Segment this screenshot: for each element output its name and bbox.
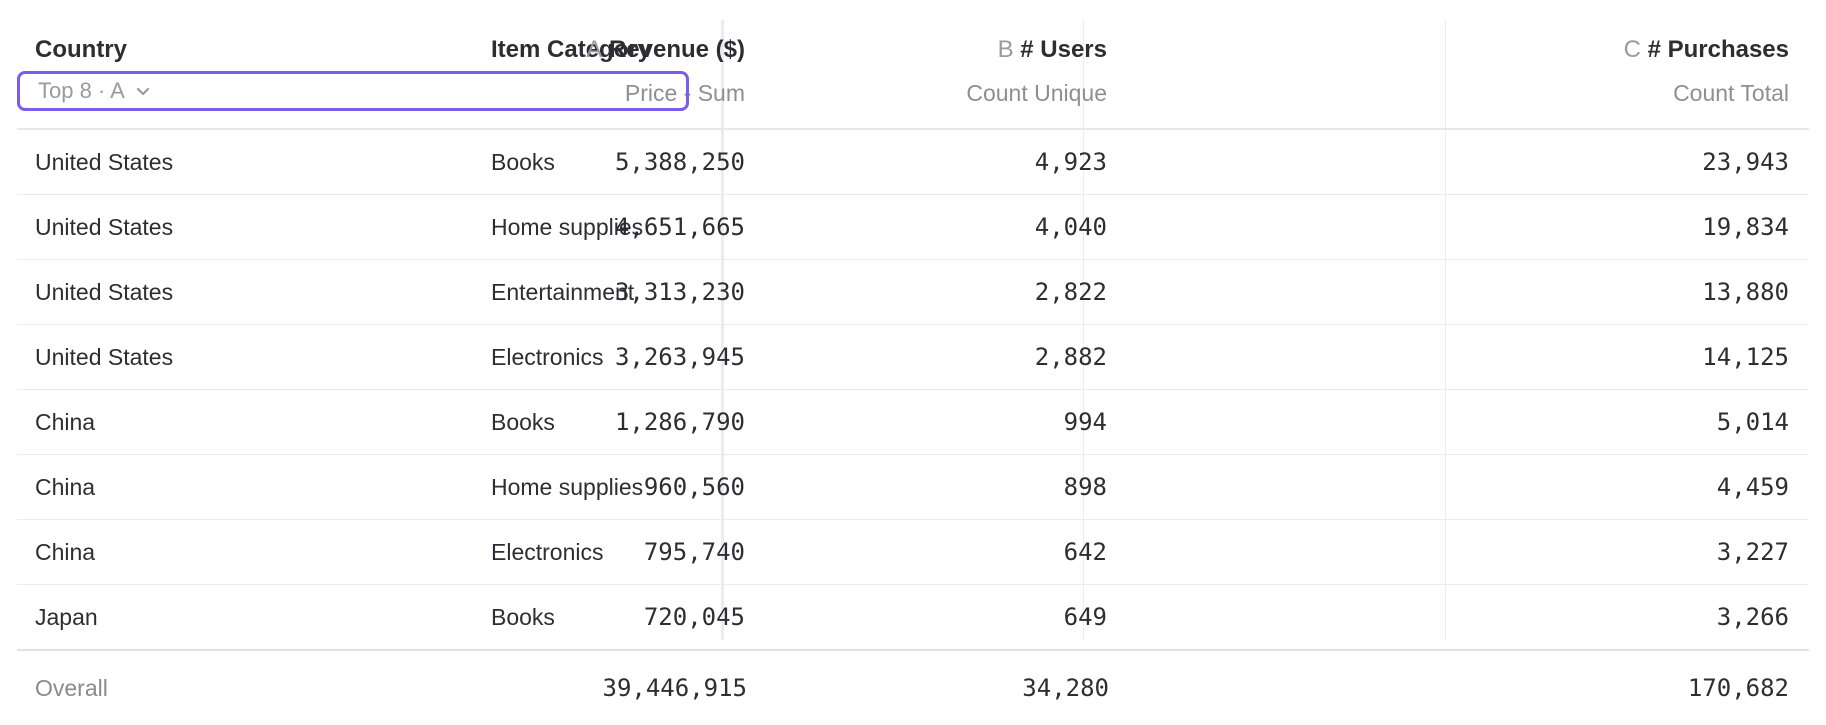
category-cell: Books [491, 409, 555, 435]
purchases-cell: 4,459 [1716, 473, 1789, 501]
column-subtitle-users: Count Unique [966, 80, 1107, 106]
table-row[interactable]: Japan Books 720,045 649 3,266 [17, 585, 1809, 649]
category-cell: Home supplies [491, 214, 644, 240]
country-cell: United States [35, 344, 174, 370]
column-letter: A [586, 36, 603, 63]
overall-purchases: 170,682 [1687, 674, 1789, 702]
overall-users: 34,280 [1022, 674, 1109, 702]
overall-revenue: 39,446,915 [602, 674, 748, 702]
footer-divider [17, 649, 1809, 651]
limit-selector[interactable]: Top 8 · A [17, 71, 689, 111]
limit-selector-label: Top 8 · A [38, 78, 125, 103]
column-header-label: # Users [1020, 36, 1107, 63]
column-header-item-category[interactable]: Item Category [491, 36, 651, 64]
table-row[interactable]: China Electronics 795,740 642 3,227 [17, 520, 1809, 585]
table-body: United States Books 5,388,250 4,923 23,9… [17, 130, 1809, 649]
country-cell: United States [35, 149, 174, 175]
purchases-cell: 13,880 [1702, 278, 1789, 306]
column-header-country[interactable]: Country [35, 36, 127, 64]
column-separator [1445, 20, 1446, 640]
revenue-cell: 960,560 [643, 473, 745, 501]
purchases-cell: 19,834 [1702, 213, 1789, 241]
chevron-down-icon [136, 87, 149, 96]
purchases-cell: 23,943 [1702, 148, 1789, 176]
table-row[interactable]: China Home supplies 960,560 898 4,459 [17, 455, 1809, 520]
category-cell: Home supplies [491, 474, 644, 500]
revenue-cell: 720,045 [643, 603, 745, 631]
country-cell: China [35, 409, 96, 435]
table-row[interactable]: China Books 1,286,790 994 5,014 [17, 390, 1809, 455]
table-row[interactable]: United States Entertainment 3,313,230 2,… [17, 260, 1809, 325]
category-cell: Books [491, 149, 555, 175]
country-cell: China [35, 539, 96, 565]
users-cell: 642 [1063, 538, 1107, 566]
users-cell: 994 [1063, 408, 1107, 436]
users-cell: 4,923 [1034, 148, 1107, 176]
users-cell: 649 [1063, 603, 1107, 631]
table-row[interactable]: United States Electronics 3,263,945 2,88… [17, 325, 1809, 390]
table-header: Country Item Category A Revenue ($) Pric… [17, 20, 1809, 130]
category-cell: Books [491, 604, 555, 630]
purchases-cell: 3,227 [1716, 538, 1789, 566]
column-letter: C [1623, 36, 1641, 63]
country-cell: Japan [35, 604, 98, 630]
users-cell: 2,822 [1034, 278, 1107, 306]
column-separator [721, 20, 724, 640]
column-header-label: Revenue ($) [608, 36, 745, 63]
country-cell: United States [35, 279, 174, 305]
overall-label: Overall [35, 675, 108, 701]
column-separator [1083, 20, 1084, 640]
purchases-cell: 5,014 [1716, 408, 1789, 436]
purchases-cell: 14,125 [1702, 343, 1789, 371]
users-cell: 4,040 [1034, 213, 1107, 241]
column-header-label: Country [35, 36, 127, 63]
column-header-label: # Purchases [1647, 36, 1789, 63]
revenue-cell: 3,313,230 [614, 278, 745, 306]
column-header-purchases[interactable]: C # Purchases [1624, 36, 1789, 64]
column-subtitle-purchases: Count Total [1673, 80, 1789, 106]
revenue-cell: 1,286,790 [614, 408, 745, 436]
column-letter: B [997, 36, 1014, 63]
table-row[interactable]: United States Books 5,388,250 4,923 23,9… [17, 130, 1809, 195]
country-cell: United States [35, 214, 174, 240]
table-row[interactable]: United States Home supplies 4,651,665 4,… [17, 195, 1809, 260]
revenue-cell: 795,740 [643, 538, 745, 566]
users-cell: 898 [1063, 473, 1107, 501]
revenue-cell: 4,651,665 [614, 213, 745, 241]
purchases-cell: 3,266 [1716, 603, 1789, 631]
column-header-users[interactable]: B # Users [998, 36, 1107, 64]
category-cell: Entertainment [491, 279, 635, 305]
category-cell: Electronics [491, 344, 604, 370]
column-header-revenue[interactable]: A Revenue ($) [586, 36, 745, 64]
column-subtitle-revenue: Price - Sum [624, 80, 745, 106]
users-cell: 2,882 [1034, 343, 1107, 371]
data-table: Country Item Category A Revenue ($) Pric… [17, 20, 1809, 725]
revenue-cell: 3,263,945 [614, 343, 745, 371]
country-cell: China [35, 474, 96, 500]
revenue-cell: 5,388,250 [614, 148, 745, 176]
overall-row: Overall 39,446,915 34,280 170,682 [17, 651, 1809, 725]
column-header-label: Item Category [491, 36, 652, 63]
category-cell: Electronics [491, 539, 604, 565]
